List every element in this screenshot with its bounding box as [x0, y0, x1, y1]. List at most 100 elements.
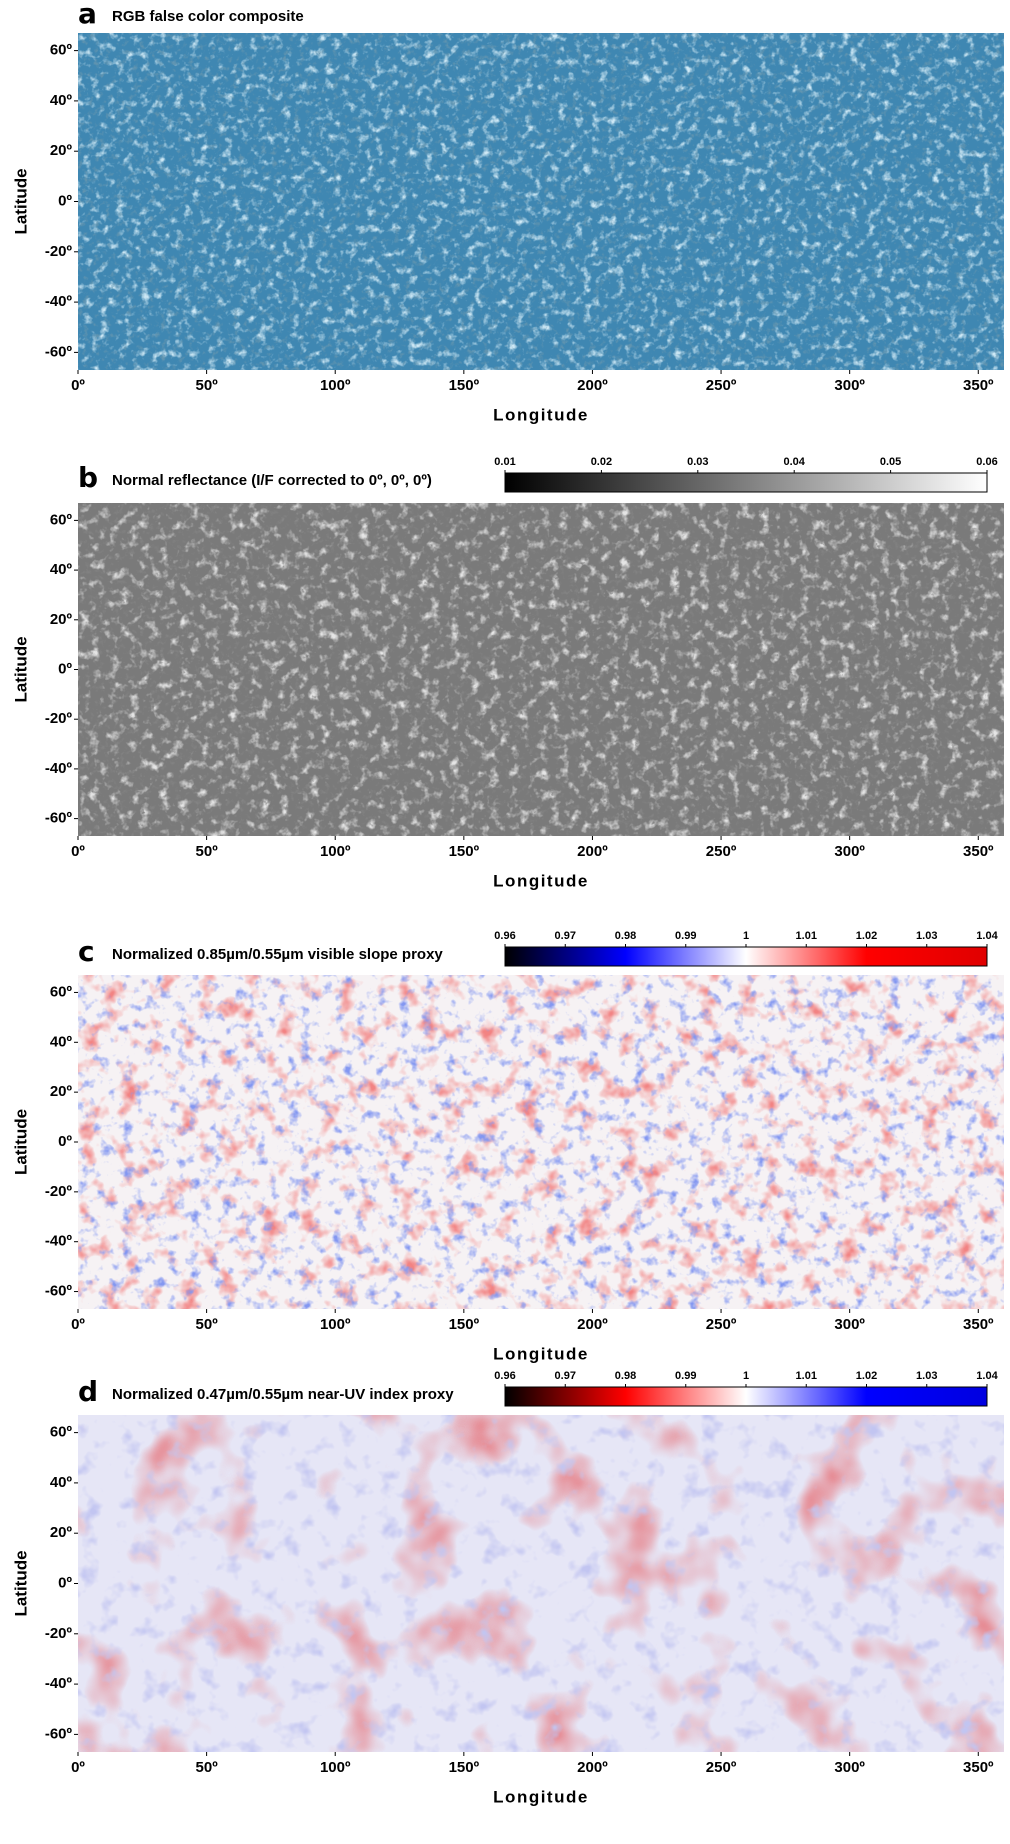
- map-texture: [78, 975, 1004, 1309]
- panel-letter: c: [78, 935, 95, 968]
- colorbar-tick-label: 0.97: [555, 930, 576, 942]
- x-tick-label: 100º: [320, 377, 351, 394]
- colorbar-tick-label: 0.99: [675, 930, 696, 942]
- x-tick-label: 50º: [196, 377, 219, 394]
- y-tick-label: 60º: [50, 511, 73, 528]
- x-tick-label: 0º: [71, 1759, 85, 1776]
- x-tick-label: 200º: [577, 1759, 608, 1776]
- x-tick-label: 250º: [706, 377, 737, 394]
- x-tick-label: 300º: [834, 1759, 865, 1776]
- panel-letter: d: [78, 1375, 98, 1408]
- x-tick-label: 300º: [834, 377, 865, 394]
- y-tick-label: -60º: [45, 1725, 73, 1742]
- colorbar-tick-label: 0.04: [783, 456, 805, 468]
- x-tick-label: 100º: [320, 1316, 351, 1333]
- y-tick-label: 20º: [50, 611, 73, 628]
- panel-letter: a: [78, 0, 97, 30]
- panel-title: RGB false color composite: [112, 8, 304, 25]
- colorbar-tick-label: 0.99: [675, 1370, 696, 1382]
- y-tick-label: -40º: [45, 1233, 73, 1250]
- colorbar-tick-label: 1: [743, 930, 749, 942]
- y-tick-label: 40º: [50, 1474, 73, 1491]
- x-tick-label: 150º: [449, 843, 480, 860]
- x-axis-label: Longitude: [493, 405, 589, 424]
- y-tick-label: -60º: [45, 343, 73, 360]
- y-tick-label: 0º: [58, 1133, 72, 1150]
- y-axis-label: Latitude: [11, 1109, 30, 1175]
- panel-title: Normalized 0.85µm/0.55µm visible slope p…: [112, 946, 443, 963]
- x-tick-label: 50º: [196, 1316, 219, 1333]
- panel-title: Normal reflectance (I/F corrected to 0º,…: [112, 472, 432, 489]
- colorbar-tick-label: 1.04: [976, 1370, 998, 1382]
- y-tick-label: 20º: [50, 1524, 73, 1541]
- colorbar-tick-label: 0.96: [494, 1370, 515, 1382]
- colorbar-tick-label: 1.04: [976, 930, 998, 942]
- map-texture: [78, 1415, 1004, 1752]
- x-tick-label: 100º: [320, 843, 351, 860]
- y-tick-label: 20º: [50, 142, 73, 159]
- y-tick-label: 0º: [58, 192, 72, 209]
- y-tick-label: 60º: [50, 983, 73, 1000]
- x-tick-label: 350º: [963, 1759, 994, 1776]
- y-tick-label: 40º: [50, 92, 73, 109]
- colorbar-tick-label: 1.02: [856, 1370, 877, 1382]
- y-axis-label: Latitude: [11, 1550, 30, 1616]
- x-tick-label: 300º: [834, 843, 865, 860]
- y-tick-label: 0º: [58, 660, 72, 677]
- colorbar-tick-label: 0.98: [615, 1370, 636, 1382]
- x-tick-label: 50º: [196, 1759, 219, 1776]
- y-tick-label: 40º: [50, 1033, 73, 1050]
- x-tick-label: 150º: [449, 1759, 480, 1776]
- colorbar: [504, 472, 988, 493]
- x-tick-label: 200º: [577, 843, 608, 860]
- x-axis-label: Longitude: [493, 1344, 589, 1363]
- colorbar-tick-label: 0.05: [880, 456, 901, 468]
- y-tick-label: -20º: [45, 1183, 73, 1200]
- x-tick-label: 250º: [706, 843, 737, 860]
- colorbar: [504, 1386, 988, 1407]
- x-axis-label: Longitude: [493, 871, 589, 890]
- y-tick-label: -60º: [45, 810, 73, 827]
- colorbar-tick-label: 1.01: [796, 930, 817, 942]
- x-tick-label: 50º: [196, 843, 219, 860]
- x-tick-label: 150º: [449, 1316, 480, 1333]
- map-texture: [78, 503, 1004, 836]
- colorbar-tick-label: 1.03: [916, 1370, 937, 1382]
- x-tick-label: 350º: [963, 377, 994, 394]
- y-axis-label: Latitude: [11, 636, 30, 702]
- map-texture: [78, 33, 1004, 370]
- x-tick-label: 350º: [963, 843, 994, 860]
- colorbar-tick-label: 0.98: [615, 930, 636, 942]
- y-tick-label: -20º: [45, 1625, 73, 1642]
- x-tick-label: 200º: [577, 1316, 608, 1333]
- x-tick-label: 0º: [71, 843, 85, 860]
- panel-title: Normalized 0.47µm/0.55µm near-UV index p…: [112, 1386, 454, 1403]
- colorbar-tick-label: 1.01: [796, 1370, 817, 1382]
- colorbar-tick-label: 0.03: [687, 456, 708, 468]
- y-tick-label: 40º: [50, 561, 73, 578]
- y-axis-label: Latitude: [11, 168, 30, 234]
- y-tick-label: 60º: [50, 42, 73, 59]
- colorbar-tick-label: 1.03: [916, 930, 937, 942]
- x-tick-label: 250º: [706, 1316, 737, 1333]
- x-tick-label: 200º: [577, 377, 608, 394]
- colorbar-tick-label: 0.96: [494, 930, 515, 942]
- colorbar-tick-label: 0.02: [591, 456, 612, 468]
- x-tick-label: 300º: [834, 1316, 865, 1333]
- colorbar-tick-label: 0.01: [494, 456, 515, 468]
- y-tick-label: -20º: [45, 710, 73, 727]
- y-tick-label: 20º: [50, 1083, 73, 1100]
- x-tick-label: 0º: [71, 1316, 85, 1333]
- colorbar-tick-label: 0.06: [976, 456, 997, 468]
- y-tick-label: -40º: [45, 1675, 73, 1692]
- y-tick-label: 0º: [58, 1574, 72, 1591]
- x-tick-label: 250º: [706, 1759, 737, 1776]
- x-axis-label: Longitude: [493, 1787, 589, 1806]
- y-tick-label: 60º: [50, 1424, 73, 1441]
- y-tick-label: -40º: [45, 293, 73, 310]
- y-tick-label: -60º: [45, 1283, 73, 1300]
- y-tick-label: -20º: [45, 243, 73, 260]
- panel-letter: b: [78, 461, 98, 494]
- y-tick-label: -40º: [45, 760, 73, 777]
